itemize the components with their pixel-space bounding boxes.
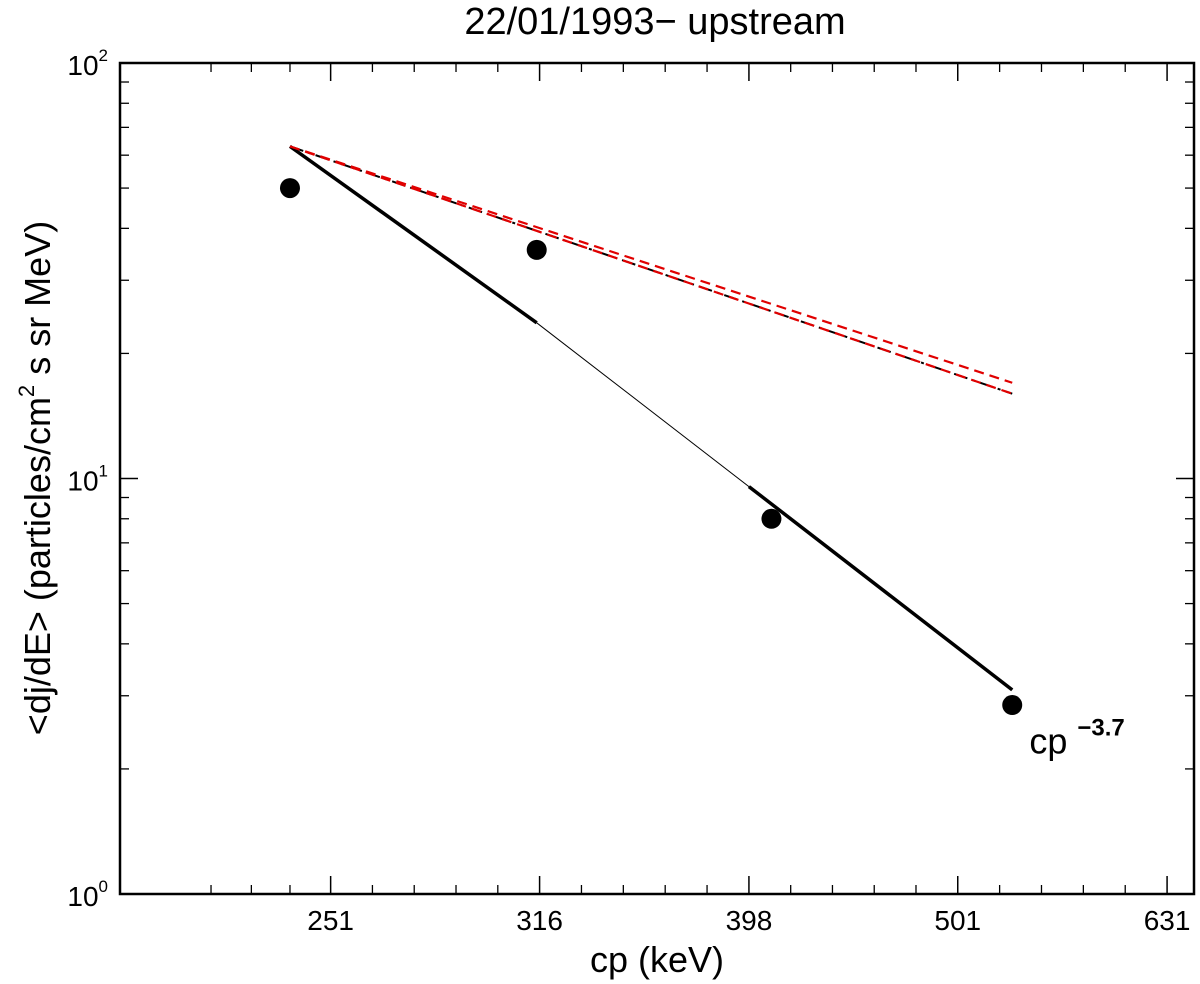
y-tick-base: 10 — [67, 881, 98, 912]
fit-annotation: cp −3.7 — [1029, 715, 1124, 762]
x-tick-label: 501 — [934, 905, 981, 936]
x-tick-label: 631 — [1144, 905, 1191, 936]
series-layer — [279, 144, 1023, 716]
y-axis-label-sup: 2 — [14, 385, 39, 397]
annotation-base: cp — [1029, 721, 1077, 762]
x-axis-label: cp (keV) — [590, 939, 724, 980]
x-tick-label: 398 — [726, 905, 773, 936]
y-tick-base: 10 — [67, 466, 98, 497]
y-axis-label: <dj/dE> (particles/cm2 s sr MeV) — [14, 221, 58, 735]
data-point — [1002, 695, 1023, 716]
x-tick-label: 316 — [516, 905, 563, 936]
data-point — [279, 178, 300, 199]
annotation-exponent: −3.7 — [1077, 715, 1124, 742]
y-tick-label: 101 — [67, 462, 108, 497]
y-axis-label-rest: s sr MeV) — [17, 221, 58, 385]
series-line-dashed — [289, 145, 1013, 384]
y-tick-base: 10 — [67, 50, 98, 81]
series-line-dashdot — [289, 145, 1013, 395]
data-point — [526, 239, 547, 260]
y-tick-label: 102 — [67, 46, 108, 81]
y-tick-label: 100 — [67, 877, 108, 912]
x-tick-label: 251 — [307, 905, 354, 936]
annotation-layer: cp −3.7 — [1029, 715, 1124, 762]
y-axis-label-main: <dj/dE> (particles/cm — [17, 397, 58, 735]
chart-title: 22/01/1993− upstream — [464, 1, 845, 43]
data-point — [761, 508, 782, 529]
fit-line-segment — [288, 144, 538, 325]
y-tick-exponent: 0 — [99, 877, 108, 896]
fit-line-segment — [747, 485, 1014, 692]
y-tick-exponent: 2 — [99, 46, 108, 65]
axis-ticks — [120, 62, 1194, 895]
y-tick-exponent: 1 — [99, 462, 108, 481]
